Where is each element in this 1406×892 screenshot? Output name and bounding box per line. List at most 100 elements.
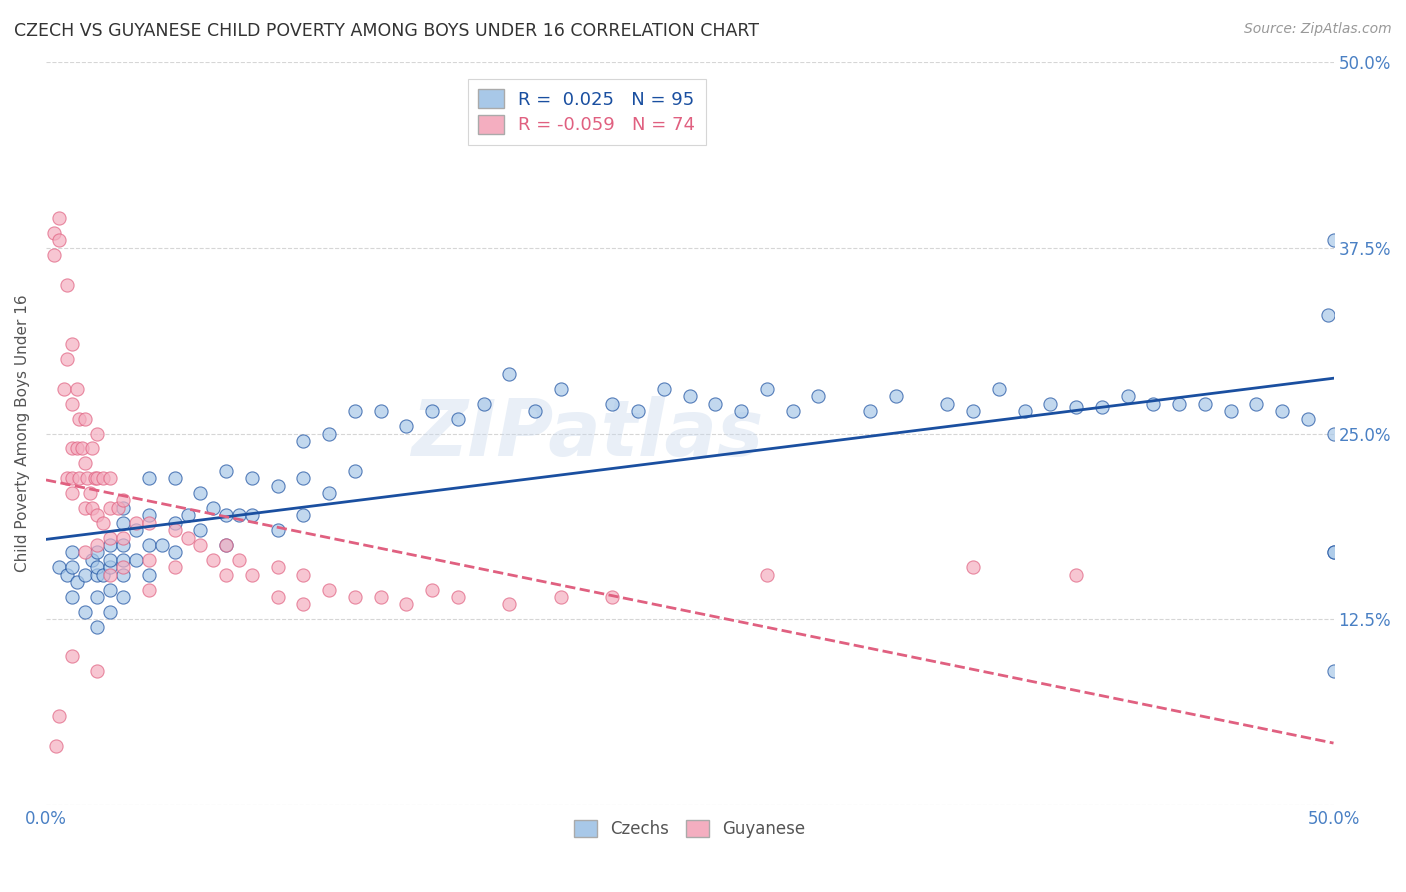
- Point: [73, 567, 96, 582]
- Point: [138, 538, 160, 552]
- Point: [91, 516, 114, 530]
- Point: [79, 486, 101, 500]
- Point: [1194, 397, 1216, 411]
- Point: [48, 211, 70, 226]
- Point: [1296, 411, 1319, 425]
- Point: [343, 464, 366, 478]
- Point: [1322, 545, 1344, 559]
- Point: [1322, 665, 1344, 679]
- Point: [679, 389, 702, 403]
- Point: [60, 471, 83, 485]
- Point: [69, 471, 91, 485]
- Point: [112, 538, 135, 552]
- Point: [163, 545, 186, 559]
- Point: [267, 560, 290, 574]
- Point: [447, 590, 470, 604]
- Point: [884, 389, 907, 403]
- Point: [498, 367, 520, 381]
- Point: [318, 486, 340, 500]
- Point: [1219, 404, 1241, 418]
- Point: [1322, 426, 1344, 441]
- Point: [125, 516, 148, 530]
- Point: [60, 649, 83, 664]
- Point: [82, 442, 104, 456]
- Point: [550, 382, 572, 396]
- Point: [292, 598, 315, 612]
- Point: [602, 397, 624, 411]
- Point: [1142, 397, 1164, 411]
- Point: [318, 426, 340, 441]
- Point: [112, 493, 135, 508]
- Point: [86, 545, 108, 559]
- Point: [98, 538, 121, 552]
- Point: [1116, 389, 1139, 403]
- Point: [138, 508, 160, 523]
- Point: [66, 442, 89, 456]
- Point: [343, 404, 366, 418]
- Point: [53, 382, 76, 396]
- Point: [498, 598, 520, 612]
- Point: [190, 486, 212, 500]
- Point: [1271, 404, 1294, 418]
- Point: [215, 567, 238, 582]
- Text: CZECH VS GUYANESE CHILD POVERTY AMONG BOYS UNDER 16 CORRELATION CHART: CZECH VS GUYANESE CHILD POVERTY AMONG BO…: [14, 22, 759, 40]
- Point: [267, 523, 290, 537]
- Point: [73, 545, 96, 559]
- Point: [60, 545, 83, 559]
- Point: [704, 397, 727, 411]
- Point: [267, 590, 290, 604]
- Point: [370, 590, 392, 604]
- Point: [550, 590, 572, 604]
- Point: [60, 397, 83, 411]
- Point: [55, 471, 77, 485]
- Point: [86, 620, 108, 634]
- Point: [60, 337, 83, 351]
- Point: [343, 590, 366, 604]
- Point: [73, 500, 96, 515]
- Point: [86, 590, 108, 604]
- Point: [112, 516, 135, 530]
- Point: [60, 590, 83, 604]
- Point: [163, 560, 186, 574]
- Point: [82, 553, 104, 567]
- Legend: Czechs, Guyanese: Czechs, Guyanese: [567, 814, 813, 845]
- Point: [240, 508, 263, 523]
- Point: [86, 560, 108, 574]
- Point: [48, 234, 70, 248]
- Point: [1014, 404, 1036, 418]
- Point: [228, 553, 250, 567]
- Point: [420, 404, 443, 418]
- Point: [163, 471, 186, 485]
- Point: [98, 531, 121, 545]
- Point: [138, 553, 160, 567]
- Point: [1322, 234, 1344, 248]
- Point: [395, 598, 418, 612]
- Point: [98, 605, 121, 619]
- Point: [240, 567, 263, 582]
- Point: [176, 531, 198, 545]
- Point: [602, 590, 624, 604]
- Point: [756, 382, 779, 396]
- Point: [138, 582, 160, 597]
- Point: [202, 500, 225, 515]
- Point: [267, 478, 290, 492]
- Point: [987, 382, 1010, 396]
- Point: [86, 567, 108, 582]
- Point: [176, 508, 198, 523]
- Point: [150, 538, 173, 552]
- Point: [60, 560, 83, 574]
- Point: [91, 567, 114, 582]
- Point: [98, 471, 121, 485]
- Point: [472, 397, 495, 411]
- Point: [60, 442, 83, 456]
- Point: [112, 531, 135, 545]
- Point: [112, 567, 135, 582]
- Point: [86, 426, 108, 441]
- Point: [98, 500, 121, 515]
- Point: [756, 567, 779, 582]
- Point: [69, 411, 91, 425]
- Point: [91, 471, 114, 485]
- Point: [202, 553, 225, 567]
- Point: [1322, 545, 1344, 559]
- Point: [73, 605, 96, 619]
